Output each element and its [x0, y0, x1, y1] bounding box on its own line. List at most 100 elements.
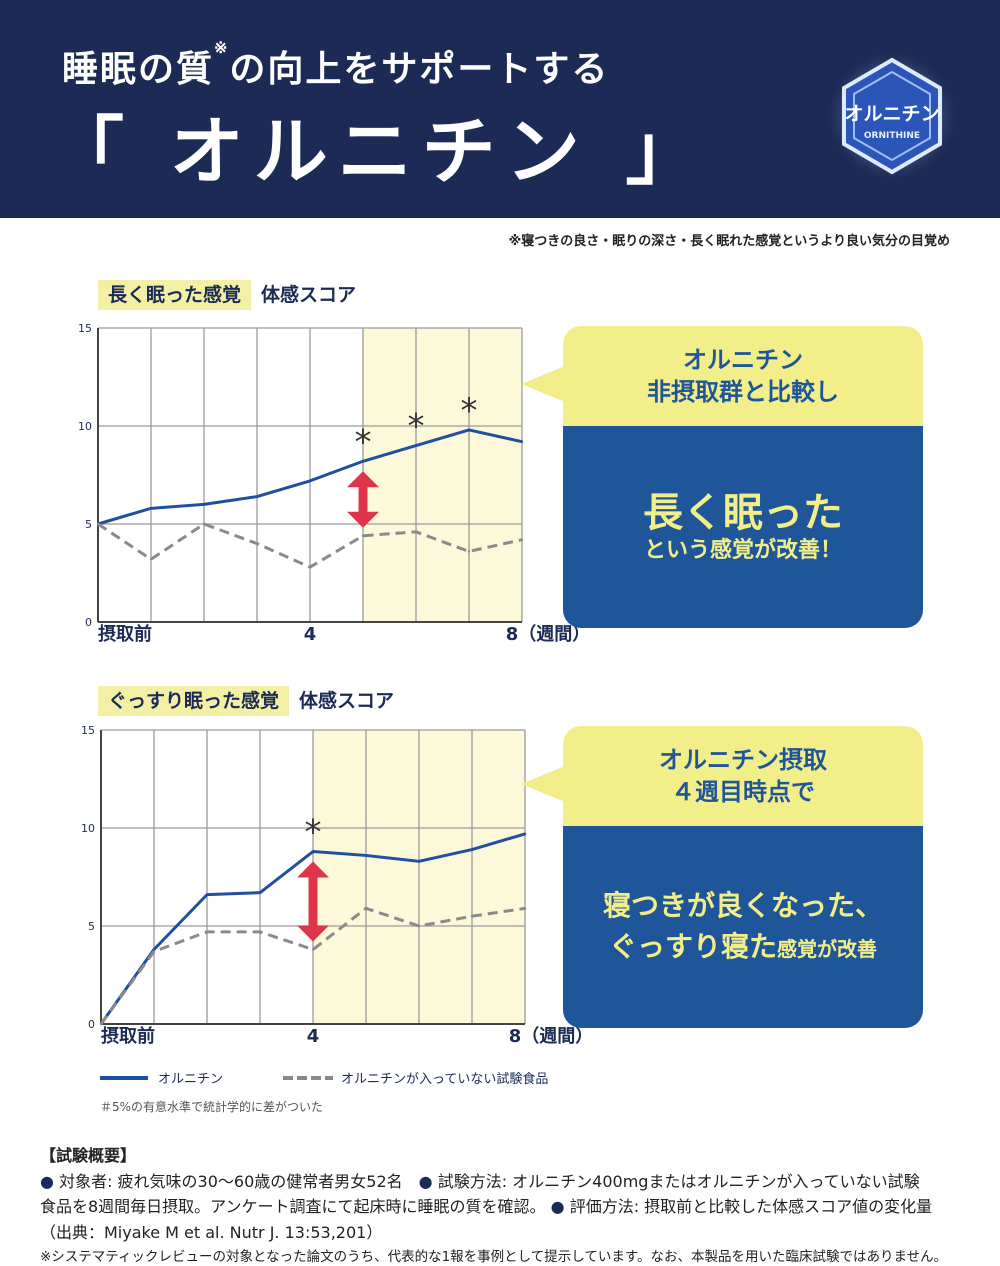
callout2-header-line2: ４週目時点で [671, 778, 815, 806]
chart2-difference-arrow-head-up [297, 861, 329, 878]
chart1-point [255, 495, 259, 498]
chart1-ytick-label: 15 [78, 322, 92, 335]
ornithine-badge-icon: オルニチン ORNITHINE [826, 50, 958, 182]
chart2-difference-arrow-head-down [297, 925, 329, 942]
chart1-point [467, 428, 471, 432]
chart1-point [96, 522, 100, 526]
chart2-ytick-label: 0 [88, 1018, 95, 1031]
chart2-point [152, 950, 156, 953]
legend-solid-swatch [100, 1075, 148, 1080]
chart2-ytick-label: 15 [81, 724, 95, 737]
chart2-point [364, 907, 368, 910]
chart1-label-plain: 体感スコア [261, 284, 357, 306]
chart1-xtick-label: 4 [304, 624, 317, 645]
chart2-ytick-label: 5 [88, 920, 95, 933]
callout2-tail [521, 766, 565, 802]
legend-dashed-swatch [283, 1075, 334, 1080]
callout2-line1: 寝つきが良くなった、 [602, 889, 883, 923]
badge-subtext: ORNITHINE [864, 131, 920, 141]
callout2-body: 寝つきが良くなった、 ぐっすり寝た感覚が改善 [563, 826, 923, 1028]
legend-dashed-label: オルニチンが入っていない試験食品 [341, 1072, 549, 1087]
callout1-small-text: という感覚が改善！ [643, 537, 842, 563]
chart1-label-highlight: 長く眠った感覚 [98, 280, 252, 310]
chart2-ytick-label: 10 [81, 822, 95, 835]
chart2-point [523, 907, 527, 910]
callout1-big-text: 長く眠った [643, 489, 843, 536]
header-title: 「 オルニチン 」 [50, 109, 710, 195]
chart2-point [470, 915, 474, 918]
chart2-xtick-label: 8（週間） [509, 1026, 594, 1047]
callout2-header-line1: オルニチン摂取 [659, 745, 827, 774]
summary-method-a: 試験方法: オルニチン400mgまたはオルニチンが入っていない試験 [437, 1171, 920, 1191]
chart2-point [205, 930, 209, 934]
chart1-point [414, 444, 418, 447]
chart1-point [361, 534, 365, 537]
chart2-xtick-label: 4 [307, 1026, 320, 1047]
chart1-point [414, 530, 418, 534]
chart1-point [308, 565, 312, 569]
chart1-xtick-label: 摂取前 [98, 623, 152, 645]
significance-note: ＃5%の有意水準で統計学的に差がついた [100, 1100, 324, 1114]
chart1-point [467, 550, 471, 553]
callout1-tail [521, 366, 565, 402]
chart2-point [417, 924, 421, 928]
chart2-point [205, 893, 209, 896]
summary-line1: ● 対象者: 疲れ気味の30〜60歳の健常者男女52名 ● 試験方法: オルニチ… [40, 1169, 970, 1195]
summary-title: 【試験概要】 [40, 1146, 137, 1165]
chart2-point [470, 848, 474, 851]
chart1-point [149, 558, 153, 561]
bullet-icon: ● [418, 1171, 433, 1191]
chart1-significance-mark: * [461, 391, 478, 431]
callout1-header-line1: オルニチン [683, 345, 803, 374]
chart2-xtick-label: 摂取前 [101, 1025, 155, 1047]
chart1-highlight-region [363, 328, 522, 622]
callout2-line2: ぐっすり寝た感覚が改善 [609, 927, 877, 968]
chart2-label-plain: 体感スコア [299, 690, 395, 712]
chart1-ytick-label: 5 [85, 518, 92, 531]
chart1-point [308, 479, 312, 483]
chart2-point [99, 1022, 103, 1026]
chart2-point [523, 832, 527, 836]
chart1-point [361, 460, 365, 463]
chart1-point [520, 538, 524, 541]
callout1-body: 長く眠った という感覚が改善！ [563, 426, 923, 628]
chart2-point [311, 850, 315, 853]
callout2-header: オルニチン摂取 ４週目時点で [563, 726, 923, 826]
header-subtitle: 睡眠の質※の向上をサポートする [62, 38, 610, 90]
callout1-header-line2: 非摂取群と比較し [647, 378, 839, 406]
header-banner: 睡眠の質※の向上をサポートする 「 オルニチン 」 オルニチン ORNITHIN… [0, 0, 1000, 218]
summary-line2: 食品を8週間毎日摂取。アンケート調査にて起床時に睡眠の質を確認。 ● 評価方法:… [40, 1194, 970, 1220]
chart1-difference-arrow-head-up [347, 471, 379, 488]
legend-solid-label: オルニチン [158, 1072, 224, 1087]
chart1-xtick-label: 8（週間） [506, 624, 591, 645]
chart1-ytick-label: 0 [85, 616, 92, 629]
chart2-significance-mark: * [305, 813, 322, 853]
chart2-point [258, 891, 262, 894]
bullet-icon: ● [550, 1197, 565, 1217]
chart1-point [255, 542, 259, 545]
chart2-point [364, 854, 368, 857]
chart1-point [202, 503, 206, 506]
chart1-point [149, 507, 153, 510]
chart2-label-highlight: ぐっすり眠った感覚 [98, 686, 290, 716]
chart1-difference-arrow-head-down [347, 511, 379, 528]
summary-disclaimer: ※システマティックレビューの対象となった論文のうち、代表的な1報を事例として提示… [40, 1249, 948, 1266]
summary-evaluation: 評価方法: 摂取前と比較した体感スコア値の変化量 [569, 1197, 933, 1217]
callout2-line2-small: 感覚が改善 [777, 937, 877, 961]
chart2-label: ぐっすり眠った感覚 体感スコア [98, 686, 395, 716]
study-summary: 【試験概要】 ● 対象者: 疲れ気味の30〜60歳の健常者男女52名 ● 試験方… [40, 1143, 970, 1266]
chart2-point [417, 860, 421, 863]
chart1-significance-mark: * [408, 407, 425, 447]
summary-source: （出典：Miyake M et al. Nutr J. 13:53,201） [40, 1222, 383, 1242]
bullet-icon: ● [40, 1171, 54, 1191]
chart1-significance-mark: * [355, 422, 372, 462]
callout2-line2-big: ぐっすり寝た [608, 930, 777, 963]
chart2-point [311, 948, 315, 951]
summary-subjects: 対象者: 疲れ気味の30〜60歳の健常者男女52名 [59, 1171, 403, 1191]
chart1-point [520, 440, 524, 443]
header-footnote: ※寝つきの良さ・眠りの深さ・長く眠れた感覚というより良い気分の目覚め [508, 234, 950, 249]
chart-legend: オルニチン オルニチンが入っていない試験食品 [100, 1068, 548, 1087]
chart1-ytick-label: 10 [78, 420, 92, 433]
